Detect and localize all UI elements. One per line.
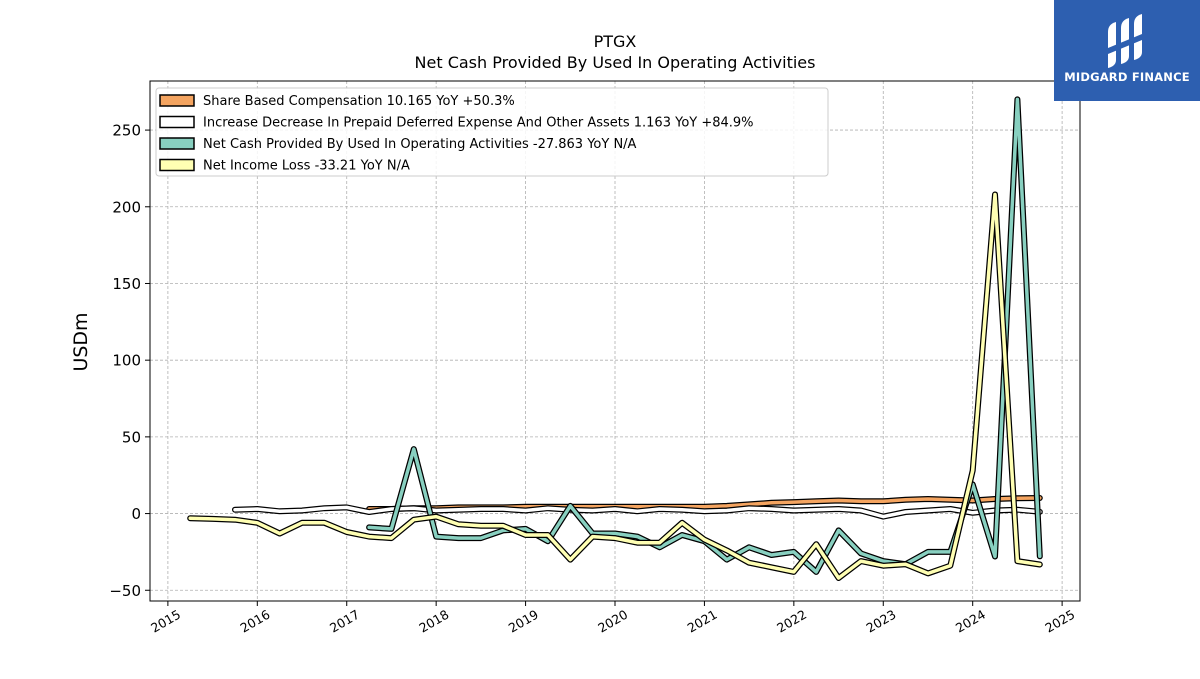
x-tick-label: 2023	[863, 607, 898, 636]
y-tick-label: −50	[109, 582, 141, 600]
chart-title: PTGX	[594, 32, 637, 51]
y-tick-label: 50	[122, 428, 141, 446]
series-line-3	[188, 192, 1042, 580]
axes: 2015 2016 2017 2018 2019 2020 2021 2022 2023 2024…	[109, 122, 1077, 636]
legend-box	[155, 87, 829, 177]
legend-label: Net Cash Provided By Used In Operating A…	[203, 137, 637, 152]
x-tick-label: 2024	[953, 607, 988, 636]
y-tick-label: 150	[112, 275, 141, 293]
x-tick-label: 2018	[416, 607, 451, 636]
series-line-1	[233, 505, 1042, 519]
legend-label: Net Income Loss -33.21 YoY N/A	[203, 159, 410, 174]
y-tick-label: 0	[131, 505, 141, 523]
y-tick-label: 100	[112, 352, 141, 370]
legend-swatch	[159, 115, 195, 129]
x-tick-label: 2017	[327, 607, 362, 636]
legend: Share Based Compensation 10.165 YoY +50.…	[155, 87, 829, 177]
y-tick-label: 250	[112, 122, 141, 140]
x-tick-label: 2022	[774, 607, 809, 636]
midgard-logo-icon	[1108, 14, 1142, 68]
x-tick-label: 2021	[685, 607, 720, 636]
brand-logo: MIDGARD FINANCE	[1054, 0, 1200, 101]
legend-swatch	[159, 137, 195, 150]
x-tick-label: 2015	[148, 607, 183, 636]
brand-name: MIDGARD FINANCE	[1064, 70, 1190, 84]
legend-label: Increase Decrease In Prepaid Deferred Ex…	[203, 116, 754, 131]
x-tick-label: 2016	[238, 607, 273, 636]
y-axis-label: USDm	[70, 312, 92, 371]
x-tick-label: 2019	[506, 607, 541, 636]
legend-label: Share Based Compensation 10.165 YoY +50.…	[203, 94, 515, 109]
y-tick-label: 200	[112, 198, 141, 216]
x-tick-label: 2020	[595, 607, 630, 636]
legend-swatch	[159, 158, 195, 172]
chart-subtitle: Net Cash Provided By Used In Operating A…	[415, 53, 816, 72]
series-lines	[187, 96, 1043, 581]
legend-swatch	[159, 94, 195, 107]
x-tick-label: 2025	[1042, 607, 1077, 636]
